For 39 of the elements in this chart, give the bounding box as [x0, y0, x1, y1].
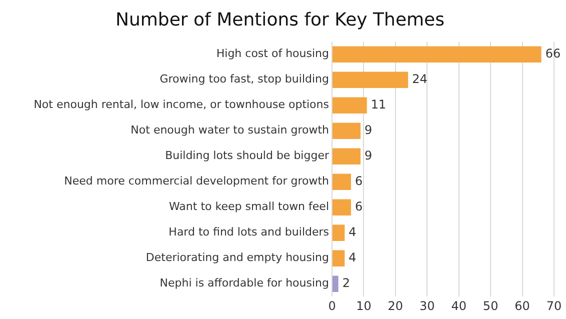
data-label: 6: [355, 174, 363, 188]
data-label: 6: [355, 199, 363, 214]
y-tick-label: Not enough rental, low income, or townhouse options: [34, 98, 330, 112]
y-tick-label: Nephi is affordable for housing: [160, 276, 329, 290]
y-tick-label: Want to keep small town feel: [169, 200, 329, 214]
y-tick-label: High cost of housing: [216, 47, 329, 60]
data-label: 24: [412, 72, 428, 86]
bar: [332, 199, 352, 216]
data-label: 4: [348, 224, 356, 239]
x-tick-label: 10: [356, 298, 372, 313]
data-label: 66: [545, 46, 561, 60]
bar: [332, 276, 338, 292]
x-tick-label: 60: [514, 298, 530, 313]
x-tick-label: 70: [546, 298, 562, 313]
y-tick-label: Growing too fast, stop building: [160, 72, 329, 86]
bar: [332, 46, 542, 63]
chart-title: Number of Mentions for Key Themes: [116, 9, 444, 30]
bar: [332, 122, 361, 140]
data-label: 11: [370, 97, 386, 112]
x-tick-label: 20: [388, 298, 404, 313]
y-tick-label: Need more commercial development for growth: [64, 174, 330, 188]
bar: [332, 148, 361, 165]
y-tick-label: Building lots should be bigger: [165, 149, 330, 162]
bar: [332, 72, 408, 88]
x-tick-label: 0: [328, 298, 336, 313]
bar: [332, 224, 345, 242]
y-tick-label: Deteriorating and empty housing: [146, 251, 329, 264]
bar: [332, 97, 367, 114]
data-label: 2: [342, 276, 350, 290]
data-label: 9: [364, 148, 372, 162]
x-tick-label: 50: [482, 298, 498, 313]
y-tick-label: Not enough water to sustain growth: [130, 124, 330, 137]
bar: [332, 174, 352, 190]
x-tick-label: 40: [451, 298, 466, 313]
x-tick-label: 30: [420, 298, 435, 313]
y-tick-label: Hard to find lots and builders: [168, 226, 330, 239]
bar: [332, 250, 345, 267]
data-label: 4: [348, 250, 356, 264]
data-label: 9: [364, 122, 372, 137]
